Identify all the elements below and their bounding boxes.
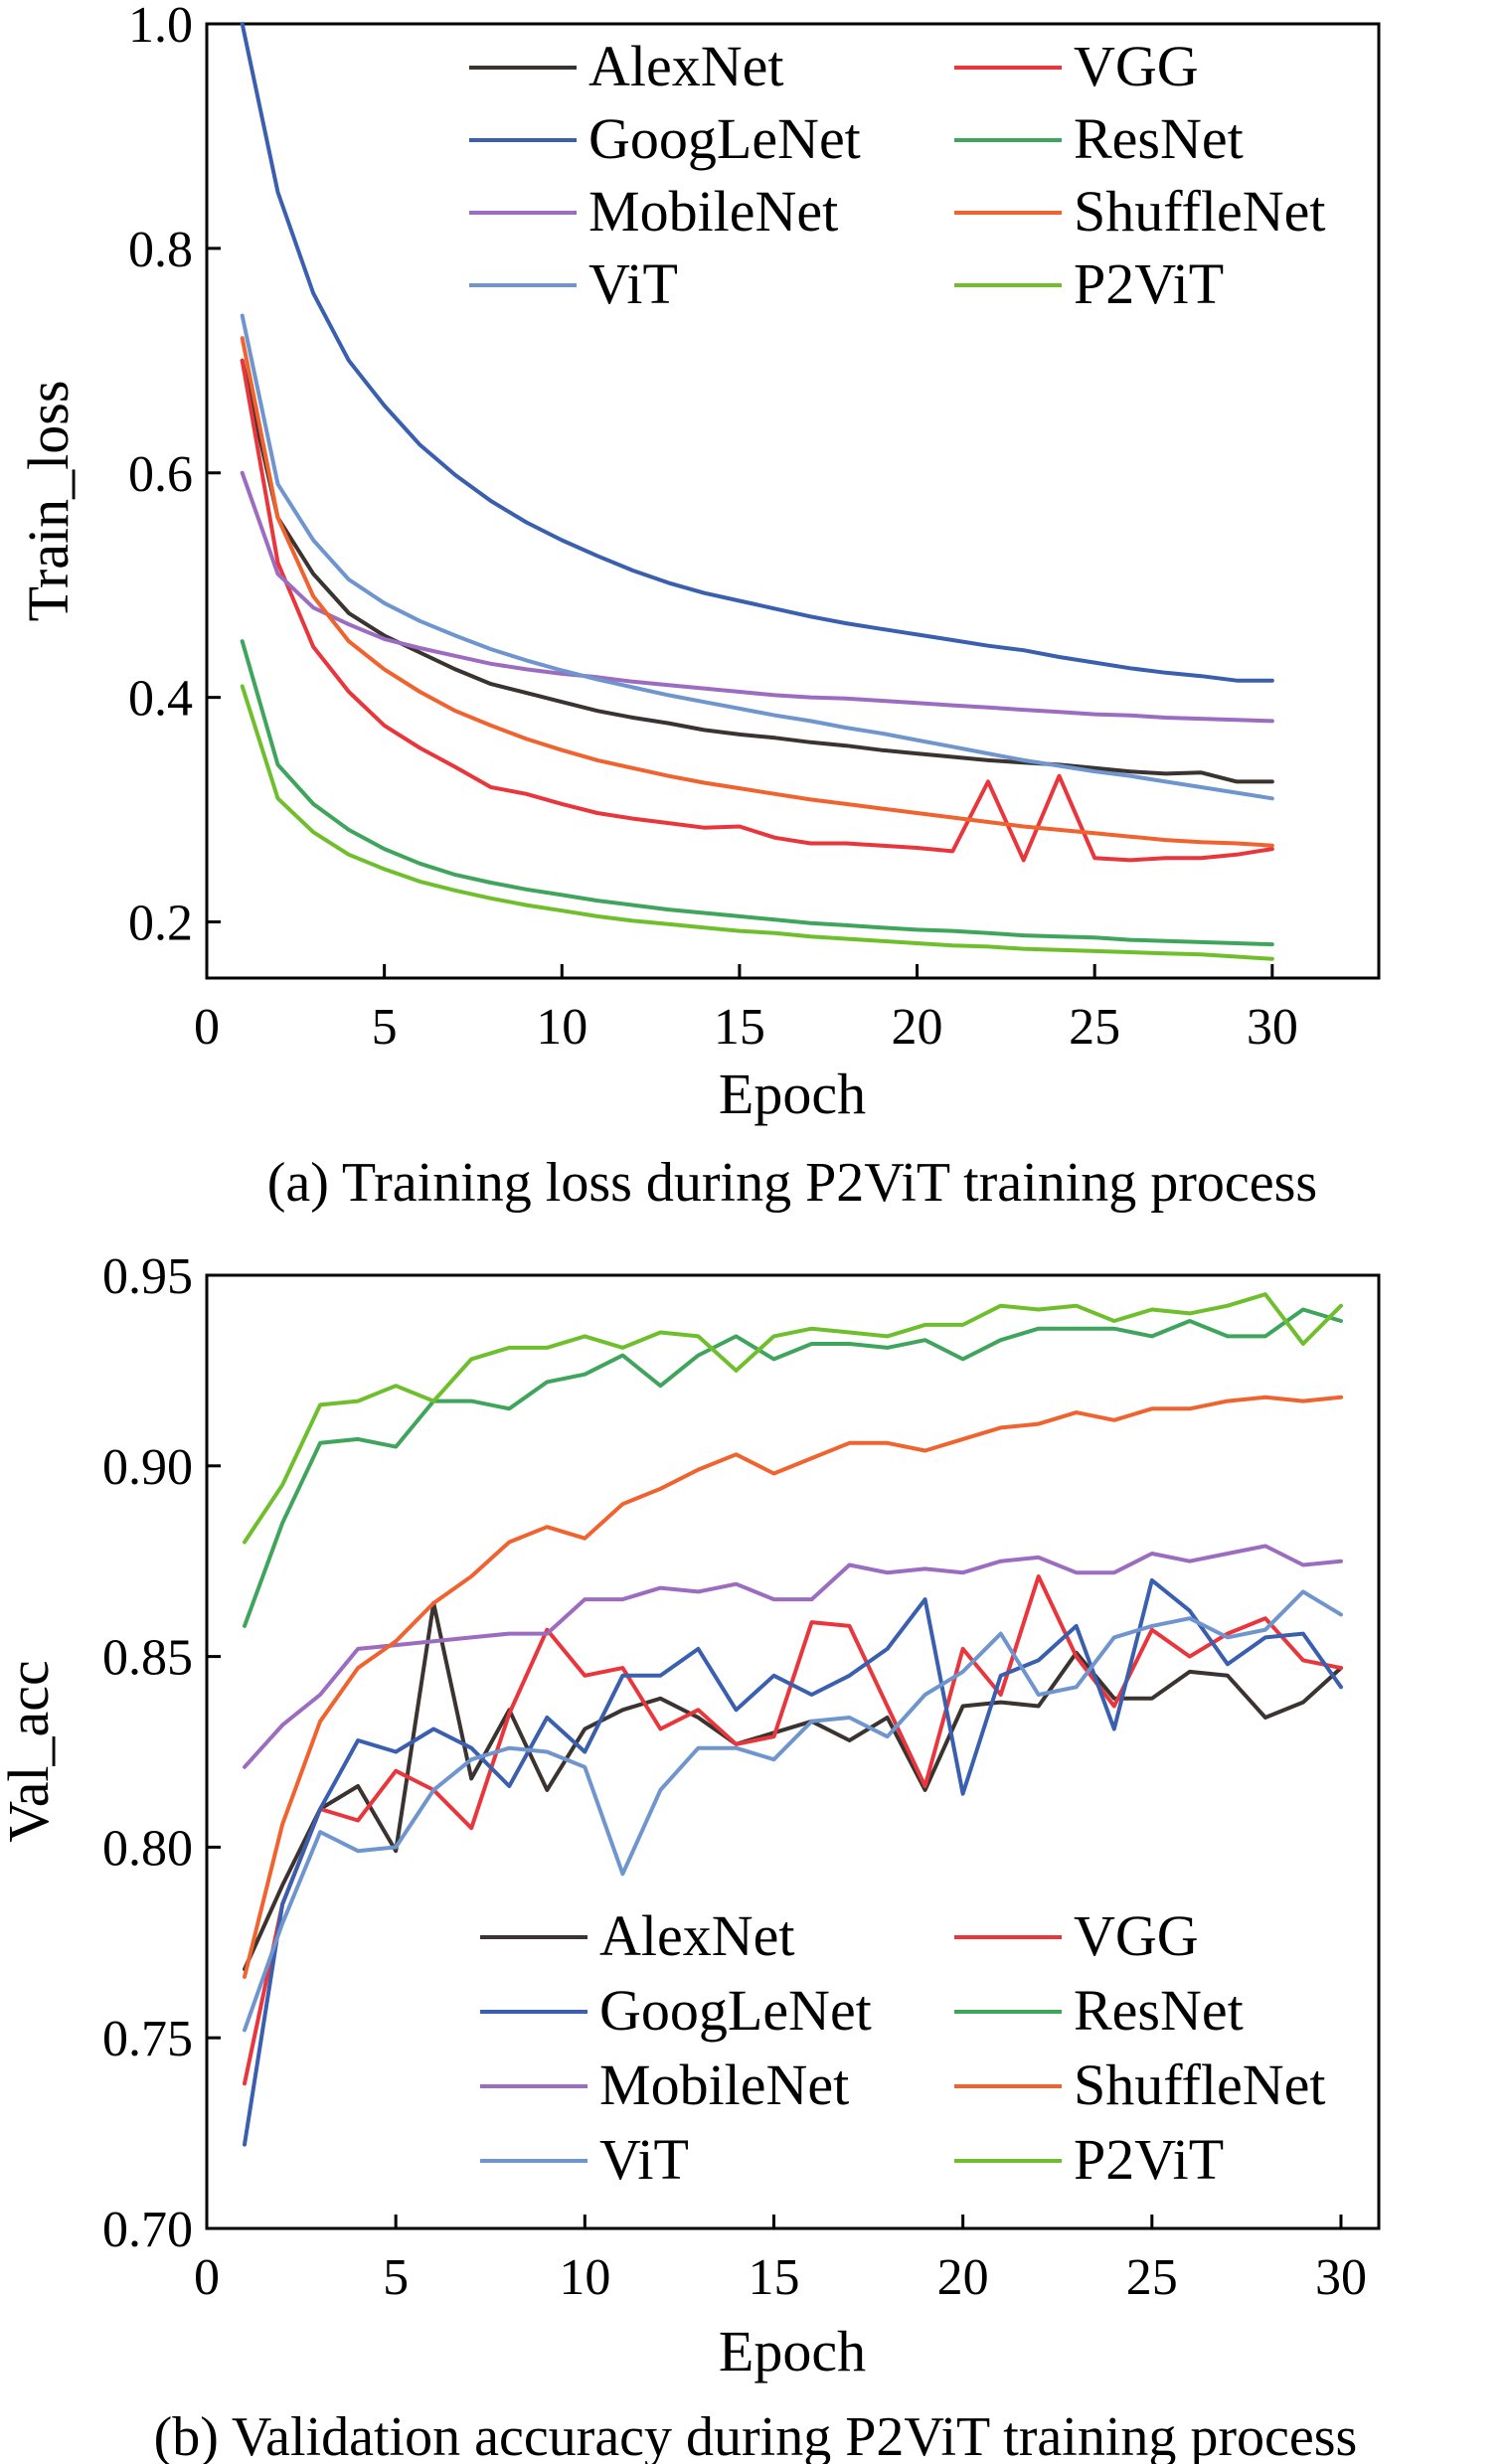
y-axis-label-a: Train_loss xyxy=(16,381,81,622)
y-tick-label-b-4: 0.90 xyxy=(102,1439,193,1496)
caption-a: (a) Training loss during P2ViT training … xyxy=(267,1152,1317,1214)
series-line-b-vit xyxy=(243,1589,1343,2033)
legend-label-b-resnet: ResNet xyxy=(1074,1978,1244,2043)
x-tick-label-b-2: 10 xyxy=(559,2249,610,2306)
y-tick-label-b-0: 0.70 xyxy=(102,2202,193,2258)
y-tick-label-b-2: 0.80 xyxy=(102,1820,193,1877)
x-tick-label-a-1: 5 xyxy=(372,999,398,1056)
axis-ticks-a: 0 5 10 15 20 25 30 0.2 0.4 0.6 0.8 1.0 xyxy=(128,0,1298,1056)
legend-label-a-googlenet: GoogLeNet xyxy=(588,106,861,171)
series-line-a-resnet xyxy=(240,639,1274,947)
chart-b: 0 5 10 15 20 25 30 0.70 0.75 0.80 0.85 0.90 0.95 Ale… xyxy=(0,1248,1381,2464)
series-line-b-alexnet xyxy=(243,1600,1343,1972)
legend-label-b-alexnet: AlexNet xyxy=(599,1903,795,1968)
x-tick-label-a-5: 25 xyxy=(1069,999,1120,1056)
x-tick-label-b-6: 30 xyxy=(1315,2249,1367,2306)
legend-b: AlexNet VGG GoogLeNet ResNet MobileNet Shuffl… xyxy=(480,1903,1325,2192)
x-tick-label-b-5: 25 xyxy=(1126,2249,1178,2306)
series-line-b-shufflenet xyxy=(243,1395,1343,1979)
series-line-b-p2vit xyxy=(243,1292,1343,1545)
y-tick-label-a-0: 0.2 xyxy=(128,896,193,952)
x-axis-label-a: Epoch xyxy=(719,1062,866,1126)
y-tick-label-a-2: 0.6 xyxy=(128,446,193,503)
series-line-a-vit xyxy=(240,313,1274,801)
x-tick-label-b-1: 5 xyxy=(383,2249,409,2306)
x-tick-label-b-3: 15 xyxy=(748,2249,799,2306)
legend-label-a-alexnet: AlexNet xyxy=(588,34,784,98)
x-tick-label-a-3: 15 xyxy=(714,999,765,1056)
x-axis-label-b: Epoch xyxy=(719,2319,866,2383)
x-tick-label-b-4: 20 xyxy=(937,2249,989,2306)
series-line-a-p2vit xyxy=(240,684,1274,961)
x-tick-label-a-0: 0 xyxy=(194,999,220,1056)
legend-label-b-vit: ViT xyxy=(599,2127,689,2192)
x-tick-label-a-4: 20 xyxy=(892,999,943,1056)
series-line-b-vgg xyxy=(243,1574,1343,2086)
series-line-b-resnet xyxy=(243,1307,1343,1628)
series-line-b-mobilenet xyxy=(243,1544,1343,1769)
legend-a: AlexNet VGG GoogLeNet ResNet MobileNet Shuffl… xyxy=(469,34,1325,316)
legend-label-b-googlenet: GoogLeNet xyxy=(599,1978,872,2043)
legend-label-a-vgg: VGG xyxy=(1074,34,1199,98)
legend-label-a-shufflenet: ShuffleNet xyxy=(1074,179,1325,244)
caption-b: (b) Validation accuracy during P2ViT tra… xyxy=(154,2406,1358,2464)
x-tick-label-a-6: 30 xyxy=(1247,999,1298,1056)
legend-label-b-mobilenet: MobileNet xyxy=(599,2053,849,2117)
y-tick-label-a-1: 0.4 xyxy=(128,671,193,728)
series-lines-b xyxy=(243,1292,1343,2147)
legend-label-a-resnet: ResNet xyxy=(1074,106,1244,171)
legend-label-b-vgg: VGG xyxy=(1074,1903,1199,1968)
series-line-a-vgg xyxy=(240,358,1274,863)
legend-label-b-p2vit: P2ViT xyxy=(1074,2127,1224,2192)
plot-frame-a xyxy=(205,22,1381,980)
y-axis-label-b: Val_acc xyxy=(0,1660,61,1843)
y-tick-label-a-4: 1.0 xyxy=(128,0,193,54)
series-line-a-alexnet xyxy=(240,358,1274,784)
legend-label-b-shufflenet: ShuffleNet xyxy=(1074,2053,1325,2117)
axis-ticks-b: 0 5 10 15 20 25 30 0.70 0.75 0.80 0.85 0.90 0.95 xyxy=(102,1248,1367,2306)
series-lines-a xyxy=(240,22,1274,961)
y-tick-label-b-5: 0.95 xyxy=(102,1248,193,1305)
y-tick-label-b-1: 0.75 xyxy=(102,2011,193,2067)
series-line-a-shufflenet xyxy=(240,336,1274,848)
legend-label-a-vit: ViT xyxy=(588,251,678,316)
y-tick-label-b-3: 0.85 xyxy=(102,1630,193,1687)
series-line-b-googlenet xyxy=(243,1577,1343,2147)
plot-frame-b xyxy=(205,1273,1381,2230)
x-tick-label-b-0: 0 xyxy=(194,2249,220,2306)
x-tick-label-a-2: 10 xyxy=(536,999,587,1056)
chart-a: 0 5 10 15 20 25 30 0.2 0.4 0.6 0.8 1.0 AlexNet VGG Go… xyxy=(16,0,1381,1214)
legend-label-a-mobilenet: MobileNet xyxy=(588,179,838,244)
y-tick-label-a-3: 0.8 xyxy=(128,222,193,278)
series-line-a-googlenet xyxy=(240,22,1274,683)
legend-label-a-p2vit: P2ViT xyxy=(1074,251,1224,316)
series-line-a-mobilenet xyxy=(240,470,1274,724)
